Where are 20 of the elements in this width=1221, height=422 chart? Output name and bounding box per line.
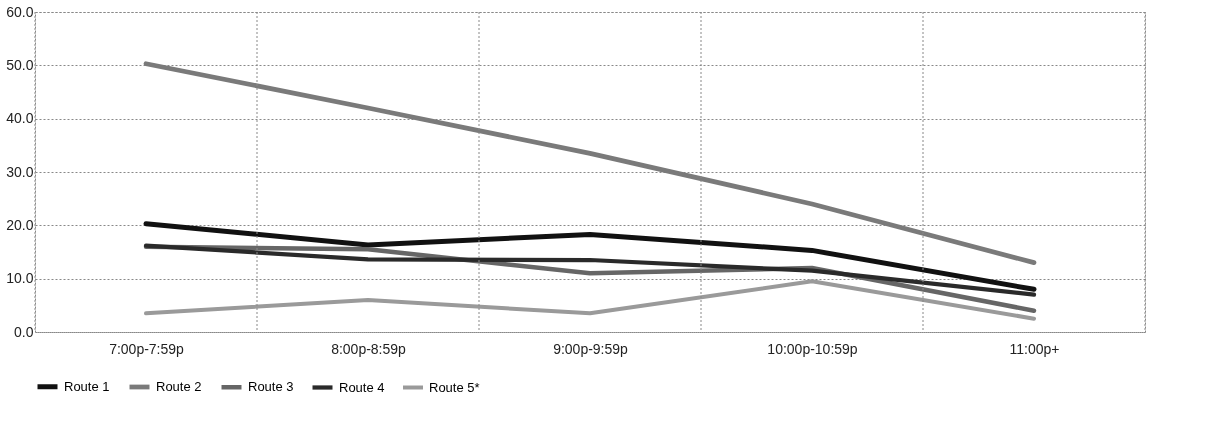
line-series <box>143 61 1037 266</box>
y-tick-label: 10.0 <box>6 270 34 287</box>
line-series <box>144 279 1036 321</box>
x-tick-label: 7:00p-7:59p <box>109 340 185 357</box>
y-tick-label: 60.0 <box>6 3 34 20</box>
x-tick-label: 10:00p-10:59p <box>767 340 858 357</box>
legend-label: Route 5* <box>429 379 480 395</box>
y-tick-label: 40.0 <box>6 110 34 127</box>
x-tick-label: 8:00p-8:59p <box>331 340 407 357</box>
y-tick-label: 20.0 <box>6 216 34 233</box>
y-tick-label: 30.0 <box>6 163 34 180</box>
legend-label: Route 3 <box>248 379 294 395</box>
x-tick-label: 11:00p+ <box>1009 340 1060 357</box>
line-series <box>143 243 1037 297</box>
legend-label: Route 2 <box>156 379 202 394</box>
x-tick-label: 9:00p-9:59p <box>553 340 629 357</box>
legend-label: Route 1 <box>64 378 110 394</box>
legend-label: Route 4 <box>339 379 385 395</box>
y-tick-label: 0.0 <box>14 323 34 340</box>
y-tick-label: 50.0 <box>6 56 34 73</box>
